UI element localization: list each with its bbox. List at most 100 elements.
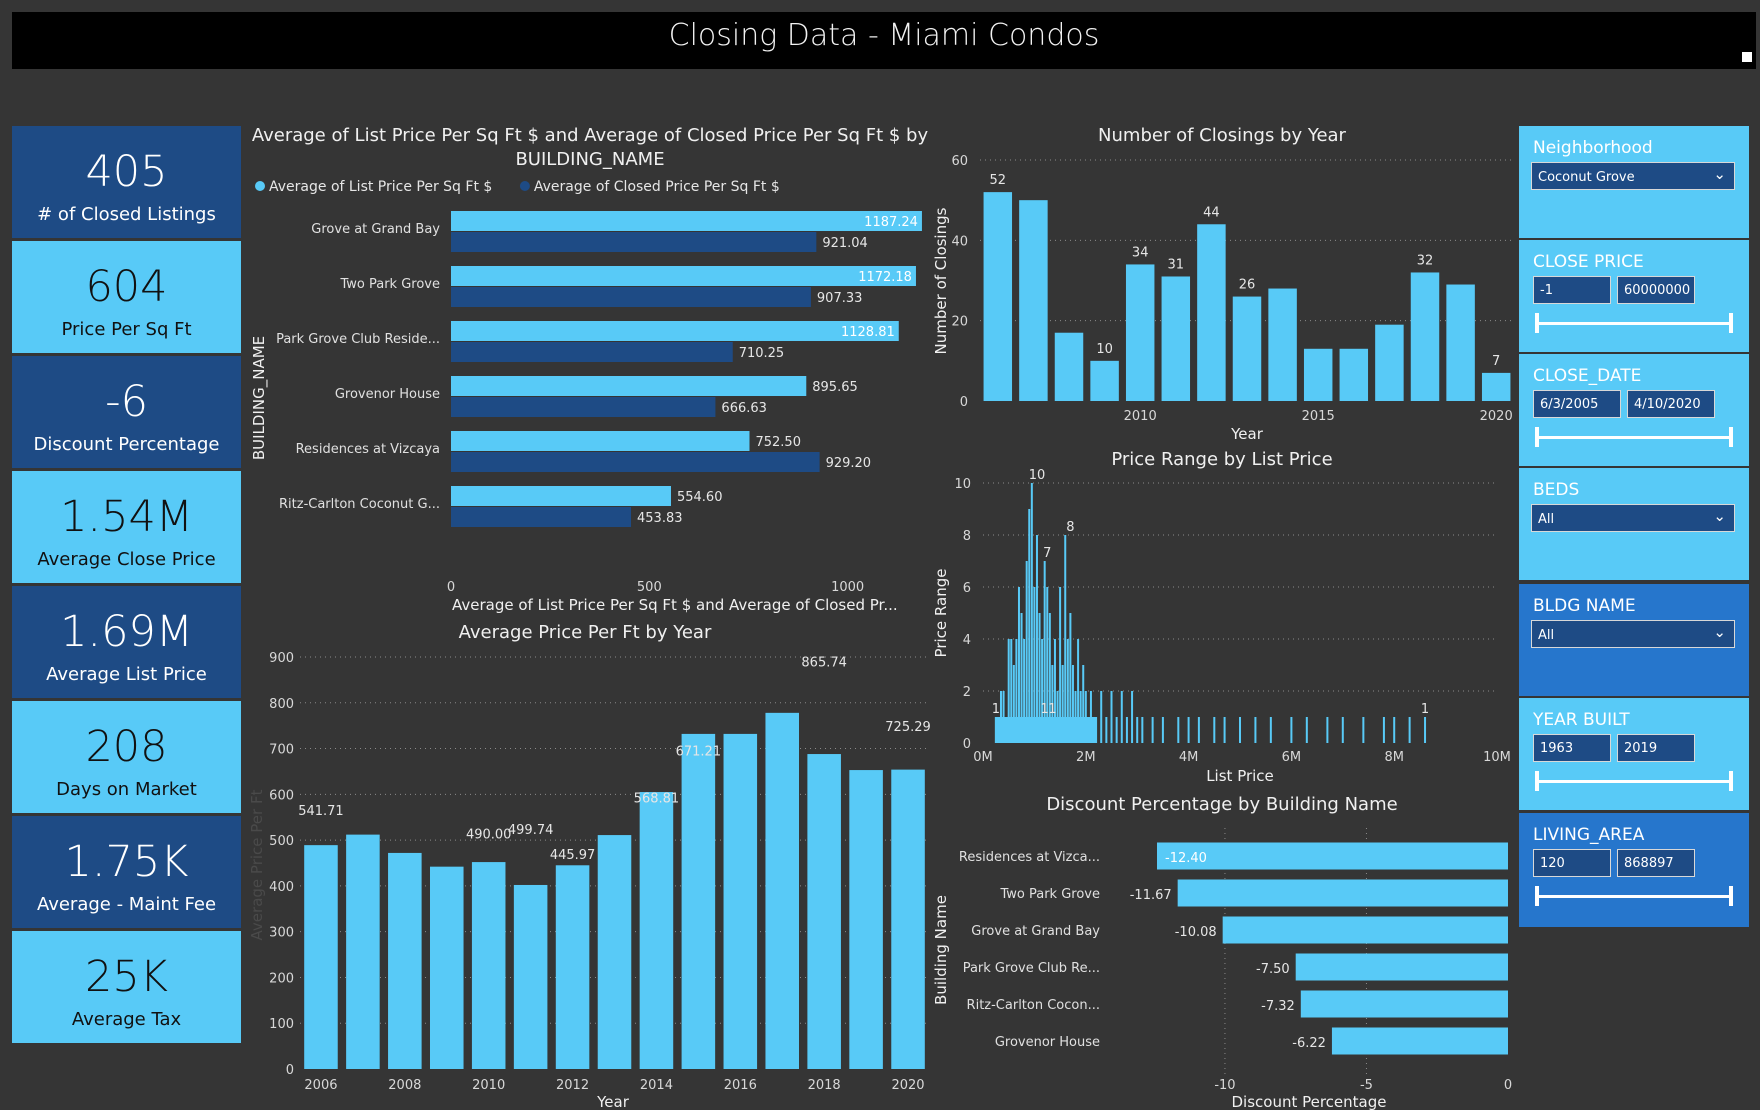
avg-price-per-ft-chart: Average Price Per Ft by Year 0 100 200 300 40… (248, 622, 931, 1110)
range-slider-max-handle[interactable] (1729, 886, 1733, 906)
bldg-name-slicer: BLDG NAME All ⌄ (1519, 584, 1749, 696)
data-label: 554.60 (677, 490, 723, 505)
date-start-input[interactable]: 6/3/2005 (1533, 390, 1621, 418)
range-max-input[interactable]: 2019 (1617, 734, 1695, 762)
bar (765, 712, 800, 1069)
range-slider-track[interactable] (1537, 436, 1731, 439)
category-label: Grove at Grand Bay (971, 924, 1100, 939)
data-label: 541.71 (298, 804, 344, 819)
data-label: 1 (1041, 702, 1049, 717)
data-label: -10.08 (1175, 925, 1217, 940)
kpi-card: 1.75K Average - Maint Fee (12, 816, 241, 928)
bar (1077, 639, 1080, 743)
legend-marker (255, 181, 265, 191)
bar (451, 397, 716, 417)
data-label: 907.33 (817, 291, 863, 306)
kpi-card: 1.54M Average Close Price (12, 471, 241, 583)
y-axis-title: BUILDING_NAME (250, 336, 269, 460)
range-min-input[interactable]: 120 (1533, 849, 1611, 877)
bar (849, 770, 883, 1069)
x-tick-label: 0 (447, 580, 455, 595)
chart-title: Price Range by List Price (1111, 449, 1332, 470)
dropdown-value: All (1538, 512, 1555, 527)
bar (1025, 561, 1028, 743)
chart-title: Discount Percentage by Building Name (1046, 794, 1397, 815)
range-slider-min-handle[interactable] (1535, 427, 1539, 447)
bar (1481, 372, 1511, 401)
y-axis-title: Average Price Per Ft (248, 789, 266, 940)
window-control-icon[interactable] (1742, 52, 1752, 62)
range-slider-track[interactable] (1537, 322, 1731, 325)
range-slider-track[interactable] (1537, 780, 1731, 783)
kpi-card: -6 Discount Percentage (12, 356, 241, 468)
x-tick-label: 8M (1384, 750, 1404, 765)
x-tick-label: 6M (1282, 750, 1302, 765)
dropdown-value: All (1538, 628, 1555, 643)
category-label: Ritz-Carlton Cocon... (967, 998, 1100, 1013)
range-max-input[interactable]: 60000000 (1617, 276, 1695, 304)
kpi-value: -6 (105, 377, 148, 427)
bar (1305, 717, 1308, 743)
y-tick-label: 900 (269, 651, 294, 666)
bldg-name-dropdown[interactable]: All ⌄ (1531, 620, 1735, 648)
x-tick-label: 4M (1179, 750, 1199, 765)
kpi-label: Average Close Price (37, 549, 216, 570)
data-label: 921.04 (822, 236, 868, 251)
data-label: -11.67 (1130, 888, 1172, 903)
range-slider-max-handle[interactable] (1729, 313, 1733, 333)
bar (451, 266, 916, 286)
chevron-down-icon: ⌄ (1713, 507, 1726, 525)
bar (983, 192, 1013, 401)
bar (1161, 717, 1164, 743)
bar (1054, 332, 1084, 401)
y-axis-title: Price Range (932, 569, 950, 658)
data-label: 1128.81 (841, 325, 895, 340)
kpi-card: 208 Days on Market (12, 701, 241, 813)
x-tick-label: 0M (973, 750, 993, 765)
bar (1090, 360, 1119, 401)
range-slider-min-handle[interactable] (1535, 771, 1539, 791)
kpi-value: 405 (85, 147, 168, 197)
bar (723, 733, 758, 1069)
bar (1187, 717, 1190, 743)
x-axis-title: Year (1230, 425, 1264, 443)
date-end-input[interactable]: 4/10/2020 (1627, 390, 1715, 418)
data-label: 8 (1066, 520, 1074, 535)
bar (1069, 613, 1072, 743)
dropdown-value: Coconut Grove (1538, 170, 1635, 185)
category-label: Park Grove Club Re... (963, 961, 1100, 976)
range-slider-max-handle[interactable] (1729, 771, 1733, 791)
data-label: 865.74 (801, 656, 847, 671)
bar (451, 507, 632, 527)
y-tick-label: 6 (963, 581, 971, 596)
bar (1375, 324, 1404, 401)
data-label: 453.83 (637, 511, 683, 526)
range-min-input[interactable]: -1 (1533, 276, 1611, 304)
category-label: Park Grove Club Reside... (276, 332, 440, 347)
range-max-input[interactable]: 868897 (1617, 849, 1695, 877)
range-min-input[interactable]: 1963 (1533, 734, 1611, 762)
bar (1295, 953, 1508, 981)
neighborhood-dropdown[interactable]: Coconut Grove ⌄ (1531, 162, 1735, 190)
range-slider-track[interactable] (1537, 895, 1731, 898)
data-label: 10 (1029, 468, 1046, 483)
report-title-bar: Closing Data - Miami Condos (12, 12, 1756, 69)
bar (1341, 717, 1344, 743)
beds-dropdown[interactable]: All ⌄ (1531, 504, 1735, 532)
legend-marker (519, 181, 530, 191)
y-tick-label: 0 (286, 1063, 294, 1078)
slicer-title: Neighborhood (1533, 138, 1653, 158)
kpi-value: 208 (85, 722, 168, 772)
data-label: 31 (1168, 257, 1185, 272)
range-slider-min-handle[interactable] (1535, 313, 1539, 333)
range-slider-max-handle[interactable] (1729, 427, 1733, 447)
y-axis-title: Number of Closings (932, 207, 950, 354)
x-tick-label: 0 (1504, 1078, 1512, 1093)
bar (1223, 717, 1226, 743)
data-label: 499.74 (508, 823, 553, 838)
x-tick-label: 1000 (831, 580, 864, 595)
y-tick-label: 60 (951, 154, 968, 169)
range-slider-min-handle[interactable] (1535, 886, 1539, 906)
bar (1177, 717, 1180, 743)
bar (451, 342, 733, 362)
